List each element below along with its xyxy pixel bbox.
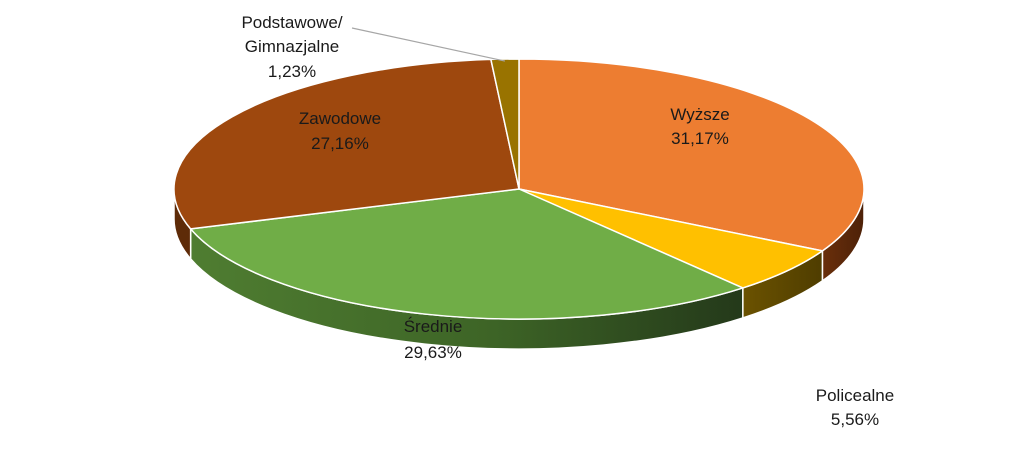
- slice-label-wyzsze-name: Wyższe: [670, 105, 729, 124]
- pie-slice-zawodowe: [173, 58, 520, 230]
- slice-label-podstawowe-value: 1,23%: [268, 62, 316, 81]
- slice-label-srednie-name: Średnie: [404, 317, 463, 336]
- pie-slice-srednie: [189, 188, 744, 320]
- leader-line-podstawowe: [351, 27, 506, 62]
- slice-label-podstawowe-name-line1: Podstawowe/: [241, 13, 342, 32]
- pie-slice-policealne: [518, 188, 824, 289]
- slice-label-wyzsze-value: 31,17%: [671, 129, 729, 148]
- slice-label-podstawowe-name-line2: Gimnazjalne: [245, 37, 340, 56]
- pie-slice-wyzsze: [518, 58, 865, 252]
- slice-label-policealne-value: 5,56%: [831, 410, 879, 429]
- pie-tops: [173, 58, 865, 320]
- slice-label-srednie-value: 29,63%: [404, 343, 462, 362]
- pie-slice-podstawowe: [490, 58, 520, 190]
- slice-label-zawodowe-value: 27,16%: [311, 134, 369, 153]
- slice-label-zawodowe-name: Zawodowe: [299, 109, 381, 128]
- slice-label-policealne-name: Policealne: [816, 386, 894, 405]
